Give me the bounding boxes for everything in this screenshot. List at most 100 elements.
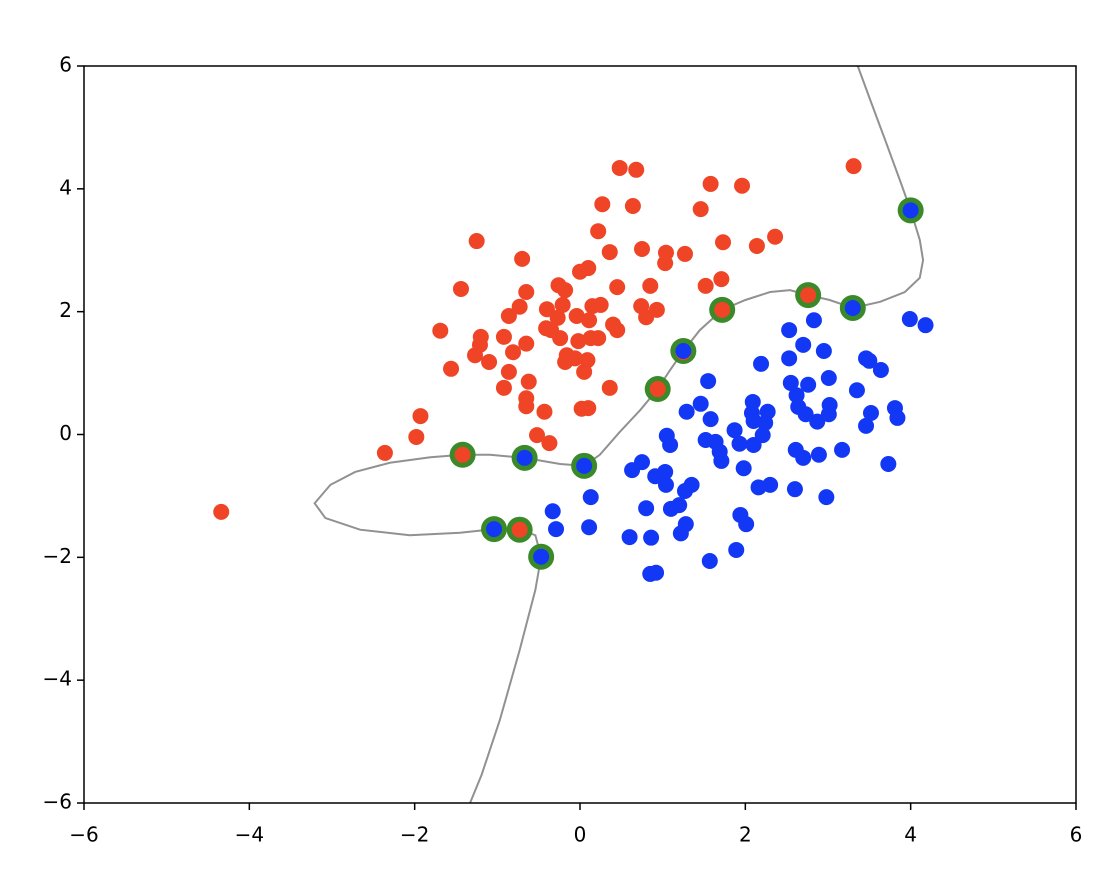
point — [692, 201, 709, 218]
point — [782, 374, 799, 391]
point — [376, 444, 393, 461]
point — [609, 279, 626, 296]
point — [781, 322, 798, 339]
point — [917, 317, 934, 334]
point — [781, 350, 798, 367]
point — [511, 521, 528, 538]
y-tick-label: −4 — [43, 667, 72, 691]
point — [858, 417, 875, 434]
decision-boundary — [313, 65, 925, 804]
point — [628, 161, 645, 178]
y-tick-label: 0 — [59, 421, 72, 445]
point — [880, 455, 897, 472]
point — [471, 336, 488, 353]
point — [518, 284, 535, 301]
point — [757, 414, 774, 431]
point — [805, 312, 822, 329]
point — [844, 299, 861, 316]
point — [634, 454, 650, 471]
point — [570, 333, 587, 350]
point — [657, 476, 674, 493]
point — [753, 355, 770, 372]
point — [514, 250, 531, 267]
y-tick-label: 4 — [59, 175, 72, 199]
point — [601, 244, 618, 261]
point — [568, 307, 585, 324]
point — [621, 529, 638, 546]
y-tick-label: −6 — [43, 790, 72, 814]
y-tick-label: 6 — [59, 53, 72, 77]
point — [648, 564, 665, 581]
x-tick-label: 0 — [574, 823, 587, 847]
point — [443, 360, 460, 377]
point — [902, 202, 919, 219]
point — [548, 521, 565, 538]
x-tick-label: −4 — [235, 823, 264, 847]
point — [728, 541, 745, 558]
point — [820, 369, 837, 386]
point — [592, 296, 609, 313]
point — [511, 298, 528, 315]
point — [580, 260, 597, 277]
point — [675, 342, 692, 359]
point — [495, 328, 512, 345]
point — [702, 175, 719, 192]
point — [533, 548, 550, 565]
point — [815, 342, 832, 359]
point — [500, 307, 517, 324]
point — [845, 158, 862, 175]
point — [818, 489, 835, 506]
point — [702, 411, 719, 428]
point — [481, 354, 498, 371]
point — [748, 237, 765, 254]
point — [590, 330, 607, 347]
x-tick-label: 6 — [1070, 823, 1083, 847]
point — [657, 463, 674, 480]
point — [649, 381, 666, 398]
point — [594, 196, 611, 213]
point — [452, 280, 469, 297]
point — [495, 379, 512, 396]
point — [809, 413, 826, 430]
point — [611, 159, 628, 176]
point — [408, 428, 425, 445]
point — [735, 460, 752, 477]
point — [544, 503, 561, 520]
point — [671, 497, 688, 514]
point — [678, 403, 695, 420]
y-tick-label: 2 — [59, 298, 72, 322]
point — [715, 234, 732, 251]
point — [692, 395, 709, 412]
point — [697, 277, 714, 294]
point — [862, 405, 879, 422]
point — [580, 400, 597, 417]
x-tick-label: −6 — [69, 823, 98, 847]
point — [454, 446, 471, 463]
point — [788, 387, 805, 404]
point — [552, 330, 569, 347]
point — [518, 335, 535, 352]
point — [872, 362, 889, 379]
point — [754, 427, 771, 444]
point — [889, 409, 906, 426]
point — [557, 282, 574, 299]
point — [567, 350, 584, 367]
point — [432, 322, 449, 339]
point — [662, 436, 679, 453]
point — [700, 373, 717, 390]
point — [581, 312, 598, 329]
point — [701, 553, 718, 570]
point — [726, 422, 743, 439]
point — [582, 489, 599, 506]
y-tick-label: −2 — [43, 544, 72, 568]
point — [581, 519, 598, 536]
point — [213, 503, 230, 520]
point — [834, 441, 851, 458]
x-tick-label: −2 — [400, 823, 429, 847]
point — [676, 245, 693, 262]
point — [590, 223, 607, 240]
point — [901, 311, 918, 328]
point — [500, 363, 517, 380]
point — [683, 476, 700, 493]
